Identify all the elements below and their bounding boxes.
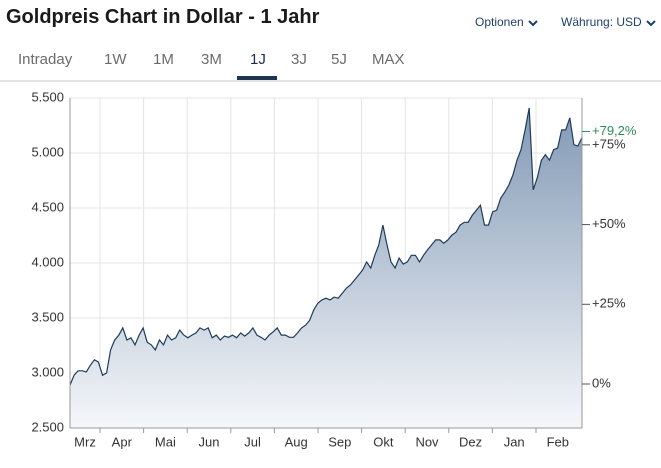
y-tick-label: 5.500 xyxy=(31,89,64,104)
x-tick-label: Nov xyxy=(415,434,439,449)
y-tick-label: 4.500 xyxy=(31,199,64,214)
x-tick-label: Sep xyxy=(328,434,351,449)
x-tick-label: Mrz xyxy=(74,434,96,449)
chevron xyxy=(527,20,538,27)
x-tick-label: Dez xyxy=(459,434,482,449)
tab[interactable]: 1W xyxy=(104,51,127,68)
y2-tick-label: +75% xyxy=(592,136,626,151)
chart-title: Goldpreis Chart in Dollar - 1 Jahr xyxy=(6,6,320,28)
tab[interactable]: 1M xyxy=(153,51,174,68)
x-tick-label: Apr xyxy=(112,434,133,449)
y-tick-label: 3.500 xyxy=(31,309,64,324)
annotation-label: +79,2% xyxy=(592,123,637,138)
tab[interactable]: 3M xyxy=(201,51,222,68)
currency-menu[interactable]: Währung: USD xyxy=(561,15,656,29)
x-tick-label: Jul xyxy=(244,434,261,449)
options-label[interactable]: Optionen xyxy=(475,15,524,29)
y-tick-label: 4.000 xyxy=(31,254,64,269)
x-tick-label: Jun xyxy=(199,434,220,449)
currency-label[interactable]: Währung: USD xyxy=(561,15,642,29)
tab[interactable]: 5J xyxy=(331,51,347,68)
y2-tick-label: +25% xyxy=(592,296,626,311)
y-tick-label: 2.500 xyxy=(31,419,64,434)
x-tick-label: Jan xyxy=(504,434,525,449)
x-tick-label: Okt xyxy=(373,434,394,449)
y2-tick-label: +50% xyxy=(592,216,626,231)
x-tick-label: Feb xyxy=(547,434,569,449)
area-fill xyxy=(70,107,582,429)
tab-bar: Intraday 1W 1M 3M 1J 3J 5J MAX xyxy=(0,48,661,82)
x-tick-label: Aug xyxy=(285,434,308,449)
y-tick-label: 3.000 xyxy=(31,364,64,379)
options-menu[interactable]: Optionen xyxy=(475,15,538,29)
tab[interactable]: MAX xyxy=(372,51,405,68)
tab[interactable]: 3J xyxy=(291,51,307,68)
price-line xyxy=(69,107,583,386)
x-tick-label: Mai xyxy=(155,434,176,449)
tab-underline xyxy=(237,76,277,80)
tab-active[interactable]: 1J xyxy=(250,51,266,68)
y2-tick-label: 0% xyxy=(592,375,611,390)
tab[interactable]: Intraday xyxy=(18,51,73,68)
chevron xyxy=(645,20,656,27)
y-tick-label: 5.000 xyxy=(31,144,64,159)
